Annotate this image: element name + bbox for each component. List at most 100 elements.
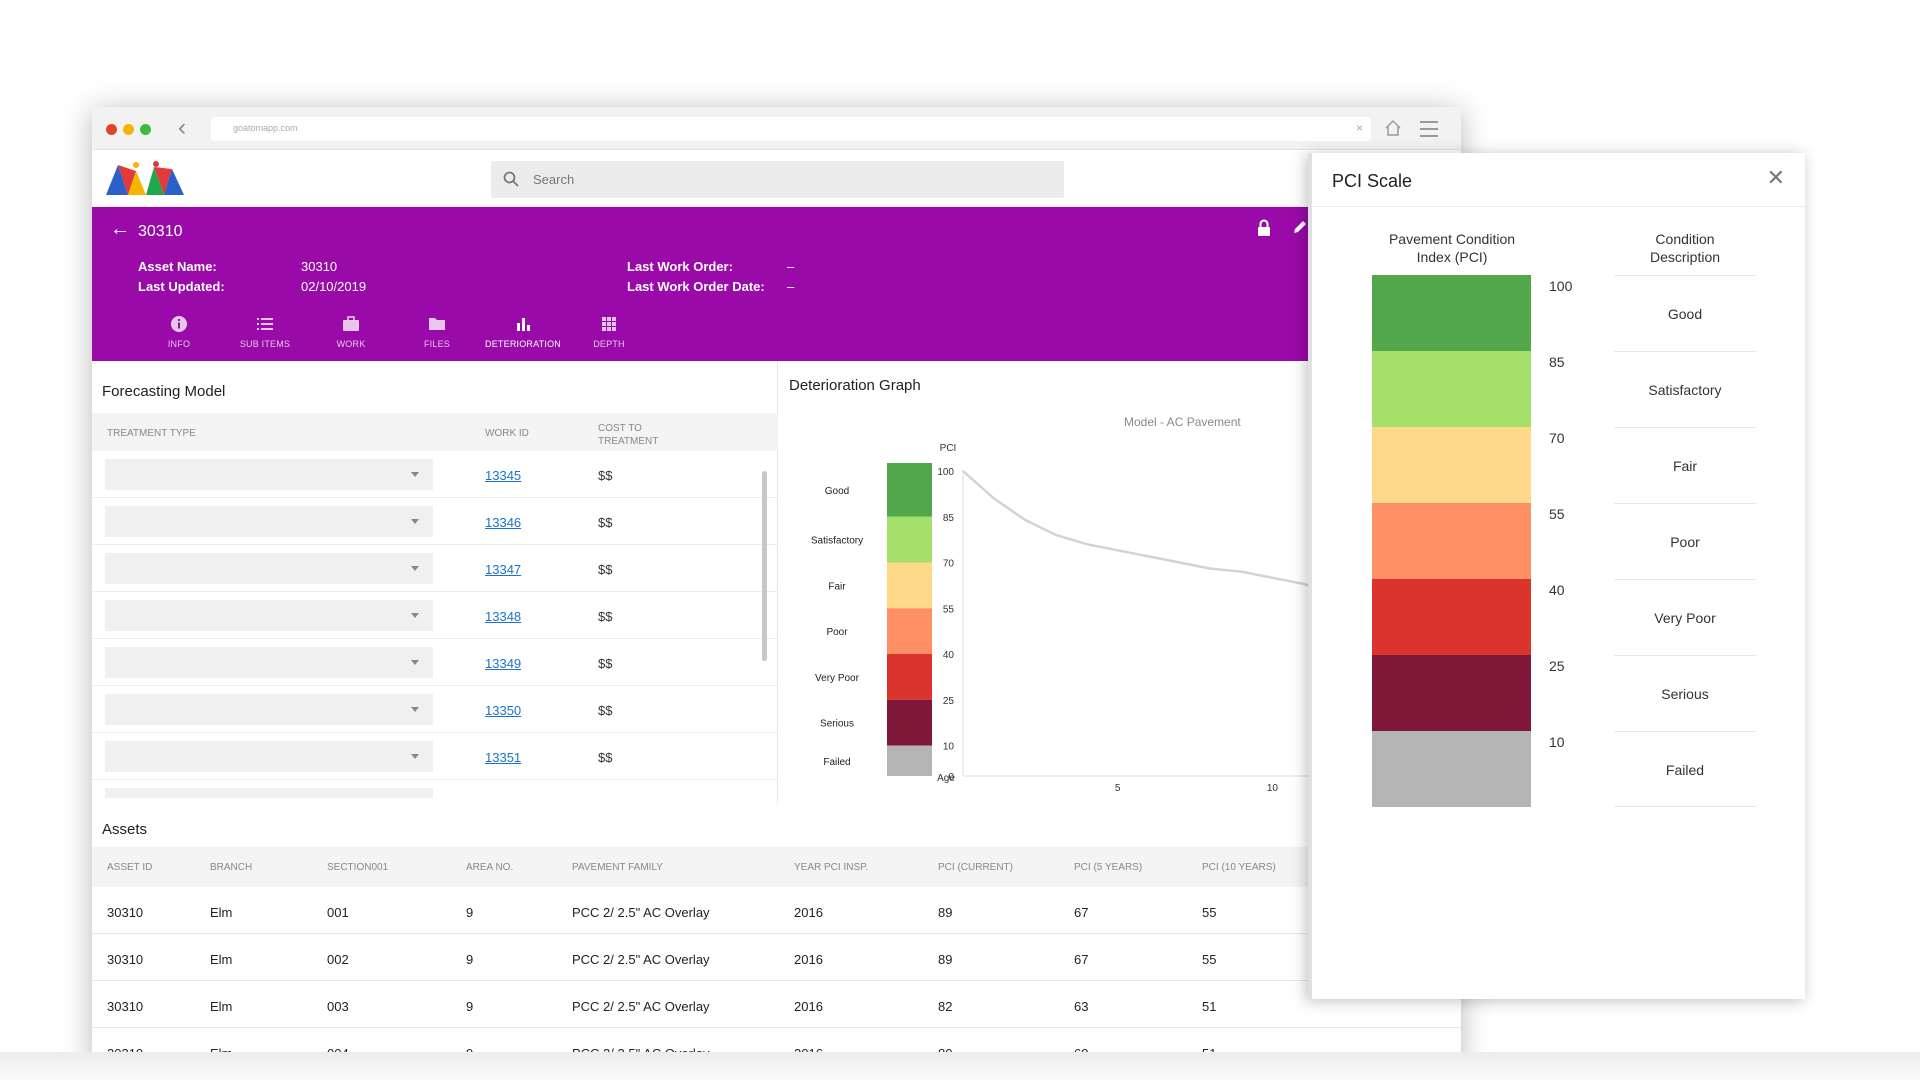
asset-row[interactable]: 30310 Elm 001 9 PCC 2/ 2.5" AC Overlay 2016 89… [92,887,1461,934]
url-text: goatomapp.com [233,123,298,133]
treatment-type-select[interactable] [105,788,433,798]
asset-row[interactable]: 30310 Elm 002 9 PCC 2/ 2.5" AC Overlay 2016 89… [92,934,1461,981]
back-arrow-icon[interactable]: ← [110,218,130,240]
edit-icon[interactable] [1292,219,1308,235]
search-icon [503,171,519,187]
minimize-window-button[interactable] [123,124,134,135]
app-logo[interactable] [106,161,186,197]
asset-cell: 2016 [794,905,823,920]
work-id-link[interactable]: 13352 [485,797,521,798]
deterioration-graph-title: Deterioration Graph [789,377,921,394]
treatment-type-select[interactable] [105,506,433,537]
y-tick-label: 100 [937,467,954,478]
folder-icon [429,318,445,330]
work-id-link[interactable]: 13345 [485,468,522,483]
asset-cell: 67 [1074,952,1089,967]
work-id-link[interactable]: 13349 [485,656,522,671]
asset-cell: 82 [938,999,953,1014]
asset-cell: 63 [1074,999,1089,1014]
treatment-type-select[interactable] [105,741,433,772]
cost-value: $$ [598,703,613,718]
hamburger-menu-icon[interactable] [1420,121,1438,142]
tab-deterioration[interactable]: DETERIORATION [480,315,566,349]
last-work-order-label: Last Work Order: [627,259,733,274]
browser-back-icon[interactable]: ‹ [178,114,186,141]
x-tick-label: 5 [1115,783,1121,794]
pci-color-segment [1372,351,1531,427]
pci-tick-label: 55 [1549,506,1565,522]
scale-segment [887,516,932,563]
tab-info[interactable]: INFO [136,315,222,349]
assets-column-header: YEAR PCI INSP. [794,862,869,873]
column-work-id: WORK ID [485,428,529,439]
chevron-down-icon [411,754,419,759]
list-icon [257,318,273,330]
treatment-type-select[interactable] [105,600,433,631]
tab-work[interactable]: WORK [308,315,394,349]
column-treatment-type: TREATMENT TYPE [107,428,196,439]
asset-row[interactable]: 30310 Elm 003 9 PCC 2/ 2.5" AC Overlay 2016 82… [92,981,1461,1028]
assets-column-header: PCI (5 YEARS) [1074,862,1143,873]
data-point [1178,561,1181,564]
asset-cell: 55 [1202,905,1217,920]
work-id-link[interactable]: 13347 [485,562,522,577]
scale-segment [887,608,932,654]
cost-value: $$ [598,609,613,624]
scale-segment [887,654,932,700]
forecasting-row: 13349 $$ [92,639,778,686]
tab-sub-items[interactable]: SUB ITEMS [222,315,308,349]
cost-value: $$ [598,797,612,798]
browser-window: ‹ goatomapp.com × ← [92,107,1461,1067]
clear-url-icon[interactable]: × [1355,121,1363,135]
condition-scale-labels: Good Satisfactory Fair Poor Very Poor Serious… [811,486,863,768]
last-updated-value: 02/10/2019 [301,279,367,294]
cost-value: $$ [598,515,613,530]
cost-value: $$ [598,468,613,483]
forecasting-scrollbar[interactable] [762,471,767,661]
last-work-order-value: – [787,259,795,274]
asset-header: ← 30310 Asset Name: 30310 Last Updated: … [92,207,1461,361]
close-icon[interactable]: ✕ [1766,165,1785,190]
search-box[interactable] [491,161,1064,198]
work-id-link[interactable]: 13351 [485,750,522,765]
close-window-button[interactable] [106,124,117,135]
bar-chart-icon [517,318,530,331]
condition-label: Serious [1661,686,1709,702]
y-tick-label: 25 [943,696,955,707]
asset-cell: 9 [466,905,474,920]
scale-segment [887,699,932,746]
x-axis-title: Age [937,773,955,784]
treatment-type-select[interactable] [105,647,433,678]
home-icon[interactable] [1384,119,1402,137]
pci-column-header: Pavement Condition Index (PCI) [1388,231,1516,265]
asset-cell: 9 [466,999,474,1014]
y-tick-label: 55 [943,604,955,615]
work-id-link[interactable]: 13348 [485,609,522,624]
treatment-type-select[interactable] [105,694,433,725]
asset-cell: 9 [466,952,474,967]
pci-color-segment [1372,275,1531,351]
work-id-link[interactable]: 13346 [485,515,522,530]
work-id-link[interactable]: 13350 [485,703,522,718]
asset-name-label: Asset Name: [138,259,217,274]
condition-label: Very Poor [1654,610,1716,626]
tab-files[interactable]: FILES [394,315,480,349]
condition-label: Good [1667,306,1703,322]
model-label: Model - AC Pavement [1124,415,1241,429]
address-bar[interactable]: goatomapp.com × [211,117,1371,141]
treatment-type-select[interactable] [105,553,433,584]
pci-color-segment [1372,427,1531,503]
treatment-type-select[interactable] [105,459,433,490]
deterioration-graph: Deterioration Graph Model - AC Pavement … [789,377,1461,794]
data-point [1209,567,1212,570]
maximize-window-button[interactable] [140,124,151,135]
tab-info-label: INFO [167,339,191,349]
y-tick-label: 85 [943,513,955,524]
assets-column-header: SECTION001 [327,862,389,873]
tab-depth[interactable]: DEPTH [566,315,652,349]
search-input[interactable] [533,161,1033,198]
lock-icon[interactable] [1257,219,1271,237]
forecasting-row: 13345 $$ [92,451,778,498]
assets-column-header: ASSET ID [107,862,153,873]
